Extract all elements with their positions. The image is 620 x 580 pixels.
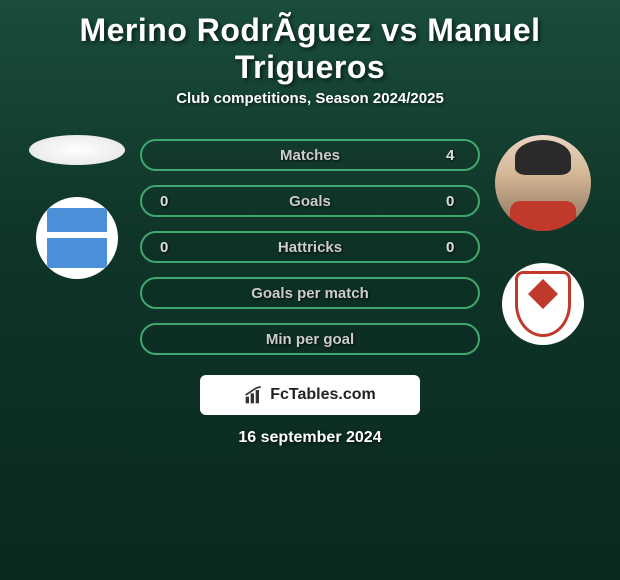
stat-label: Min per goal: [266, 331, 354, 348]
stat-label: Hattricks: [278, 239, 342, 256]
stat-row-goals-per-match: Goals per match: [140, 277, 480, 309]
stat-label: Matches: [280, 147, 340, 164]
date-text: 16 september 2024: [0, 429, 620, 447]
player-left-avatar: [29, 135, 125, 165]
stat-row-hattricks: 0 Hattricks 0: [140, 231, 480, 263]
comparison-content: Matches 4 0 Goals 0 0 Hattricks 0 Goals …: [0, 135, 620, 355]
stat-label: Goals per match: [251, 285, 369, 302]
club-badge-left: [36, 197, 118, 279]
stat-row-min-per-goal: Min per goal: [140, 323, 480, 355]
left-column: [22, 135, 132, 279]
stat-row-matches: Matches 4: [140, 139, 480, 171]
stat-right-value: 4: [446, 147, 460, 164]
club-badge-right: [502, 263, 584, 345]
stat-right-value: 0: [446, 239, 460, 256]
subtitle: Club competitions, Season 2024/2025: [0, 90, 620, 107]
stat-left-value: 0: [160, 239, 174, 256]
stats-list: Matches 4 0 Goals 0 0 Hattricks 0 Goals …: [140, 135, 480, 355]
player-right-avatar: [495, 135, 591, 231]
branding-text: FcTables.com: [270, 386, 376, 404]
stat-right-value: 0: [446, 193, 460, 210]
right-column: [488, 135, 598, 345]
stat-row-goals: 0 Goals 0: [140, 185, 480, 217]
chart-icon: [244, 385, 264, 405]
stat-label: Goals: [289, 193, 331, 210]
page-title: Merino RodrÃ­guez vs Manuel Trigueros: [0, 0, 620, 90]
branding-box[interactable]: FcTables.com: [200, 375, 420, 415]
stat-left-value: 0: [160, 193, 174, 210]
